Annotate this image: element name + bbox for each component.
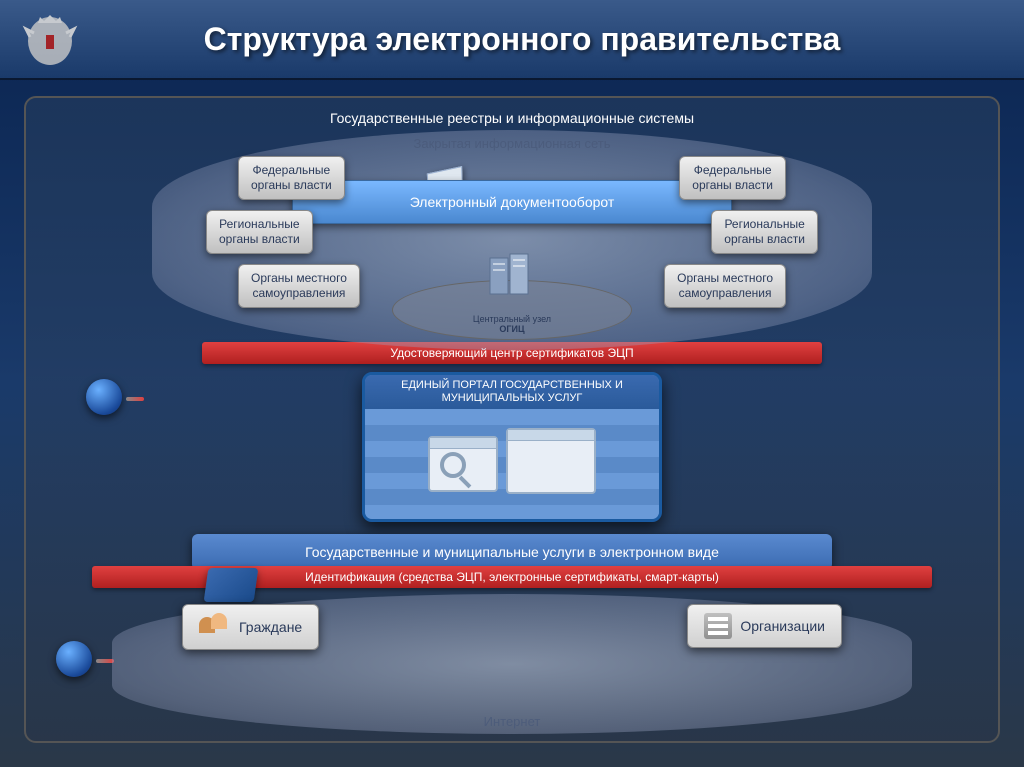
edoc-label: Электронный документооборот xyxy=(410,194,615,210)
closed-network-label: Закрытая информационная сеть xyxy=(152,130,872,151)
box-federal-right: Федеральные органы власти xyxy=(679,156,786,200)
central-node-line2: ОГИЦ xyxy=(499,325,524,335)
state-registries-title: Государственные реестры и информационные… xyxy=(46,110,978,126)
portal-body xyxy=(365,409,659,519)
servers-icon xyxy=(482,250,542,300)
citizens-label: Граждане xyxy=(239,619,302,635)
internet-label: Интернет xyxy=(112,654,912,729)
box-regional-right: Региональные органы власти xyxy=(711,210,818,254)
search-icon xyxy=(440,452,466,478)
box-local-right: Органы местного самоуправления xyxy=(664,264,786,308)
portal-header: ЕДИНЫЙ ПОРТАЛ ГОСУДАРСТВЕННЫХ И МУНИЦИПА… xyxy=(365,375,659,409)
identification-label: Идентификация (средства ЭЦП, электронные… xyxy=(305,570,719,584)
citizens-box: Граждане xyxy=(182,604,319,650)
services-band: Государственные и муниципальные услуги в… xyxy=(192,534,832,570)
organizations-box: Организации xyxy=(687,604,842,648)
people-icon xyxy=(199,613,231,641)
slide-header: Структура электронного правительства xyxy=(0,0,1024,80)
portal-box: ЕДИНЫЙ ПОРТАЛ ГОСУДАРСТВЕННЫХ И МУНИЦИПА… xyxy=(362,372,662,522)
services-label: Государственные и муниципальные услуги в… xyxy=(305,544,719,560)
browser-window-icon xyxy=(428,436,498,492)
globe-icon-upper xyxy=(86,379,122,415)
organizations-label: Организации xyxy=(740,618,825,634)
slide-title: Структура электронного правительства xyxy=(100,21,1004,58)
emblem-icon xyxy=(20,9,80,69)
browser-window-icon-2 xyxy=(506,428,596,494)
building-icon xyxy=(704,613,732,639)
main-panel: Государственные реестры и информационные… xyxy=(24,96,1000,743)
box-federal-left: Федеральные органы власти xyxy=(238,156,345,200)
box-local-left: Органы местного самоуправления xyxy=(238,264,360,308)
edoc-band: Электронный документооборот xyxy=(292,180,732,224)
box-regional-left: Региональные органы власти xyxy=(206,210,313,254)
globe-icon-lower xyxy=(56,641,92,677)
closed-network-cloud: Закрытая информационная сеть Электронный… xyxy=(152,130,872,350)
internet-cloud: Граждане Организации Интернет xyxy=(112,594,912,734)
